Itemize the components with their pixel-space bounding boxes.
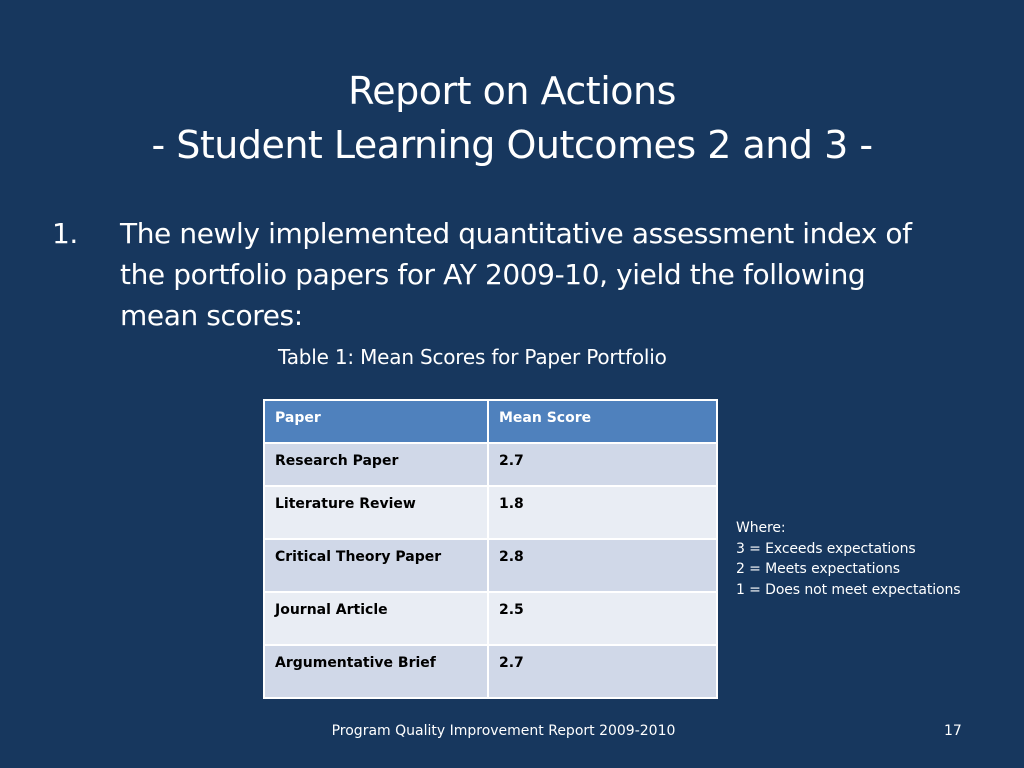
footer-text: Program Quality Improvement Report 2009-… bbox=[331, 723, 676, 739]
legend-line: 1 = Does not meet expectations bbox=[736, 581, 961, 598]
table-row: Critical Theory Paper 2.8 bbox=[263, 538, 718, 593]
column-header-mean-score: Mean Score bbox=[487, 399, 718, 444]
item-number: 1. bbox=[52, 217, 78, 250]
slide-title: Report on Actions - Student Learning Out… bbox=[0, 64, 1024, 172]
table-caption: Table 1: Mean Scores for Paper Portfolio bbox=[278, 345, 667, 369]
cell-paper: Journal Article bbox=[263, 591, 489, 646]
table-row: Literature Review 1.8 bbox=[263, 485, 718, 540]
mean-scores-table: Paper Mean Score Research Paper 2.7 Lite… bbox=[263, 399, 718, 699]
legend-heading: Where: bbox=[736, 520, 786, 536]
cell-paper: Research Paper bbox=[263, 442, 489, 487]
page-number: 17 bbox=[944, 723, 962, 739]
table-header-row: Paper Mean Score bbox=[263, 399, 718, 444]
legend-line: 2 = Meets expectations bbox=[736, 561, 900, 577]
table-row: Research Paper 2.7 bbox=[263, 442, 718, 487]
cell-score: 2.7 bbox=[487, 442, 718, 487]
column-header-paper: Paper bbox=[263, 399, 489, 444]
cell-paper: Critical Theory Paper bbox=[263, 538, 489, 593]
cell-score: 2.8 bbox=[487, 538, 718, 593]
cell-paper: Argumentative Brief bbox=[263, 644, 489, 699]
cell-score: 2.5 bbox=[487, 591, 718, 646]
legend-line: 3 = Exceeds expectations bbox=[736, 540, 916, 557]
table-row: Journal Article 2.5 bbox=[263, 591, 718, 646]
table-row: Argumentative Brief 2.7 bbox=[263, 644, 718, 699]
title-line-2: - Student Learning Outcomes 2 and 3 - bbox=[151, 123, 873, 167]
cell-paper: Literature Review bbox=[263, 485, 489, 540]
title-line-1: Report on Actions bbox=[348, 69, 676, 113]
cell-score: 2.7 bbox=[487, 644, 718, 699]
score-legend: Where: 3 = Exceeds expectations 2 = Meet… bbox=[736, 518, 961, 600]
cell-score: 1.8 bbox=[487, 485, 718, 540]
item-text: The newly implemented quantitative asses… bbox=[120, 217, 912, 332]
